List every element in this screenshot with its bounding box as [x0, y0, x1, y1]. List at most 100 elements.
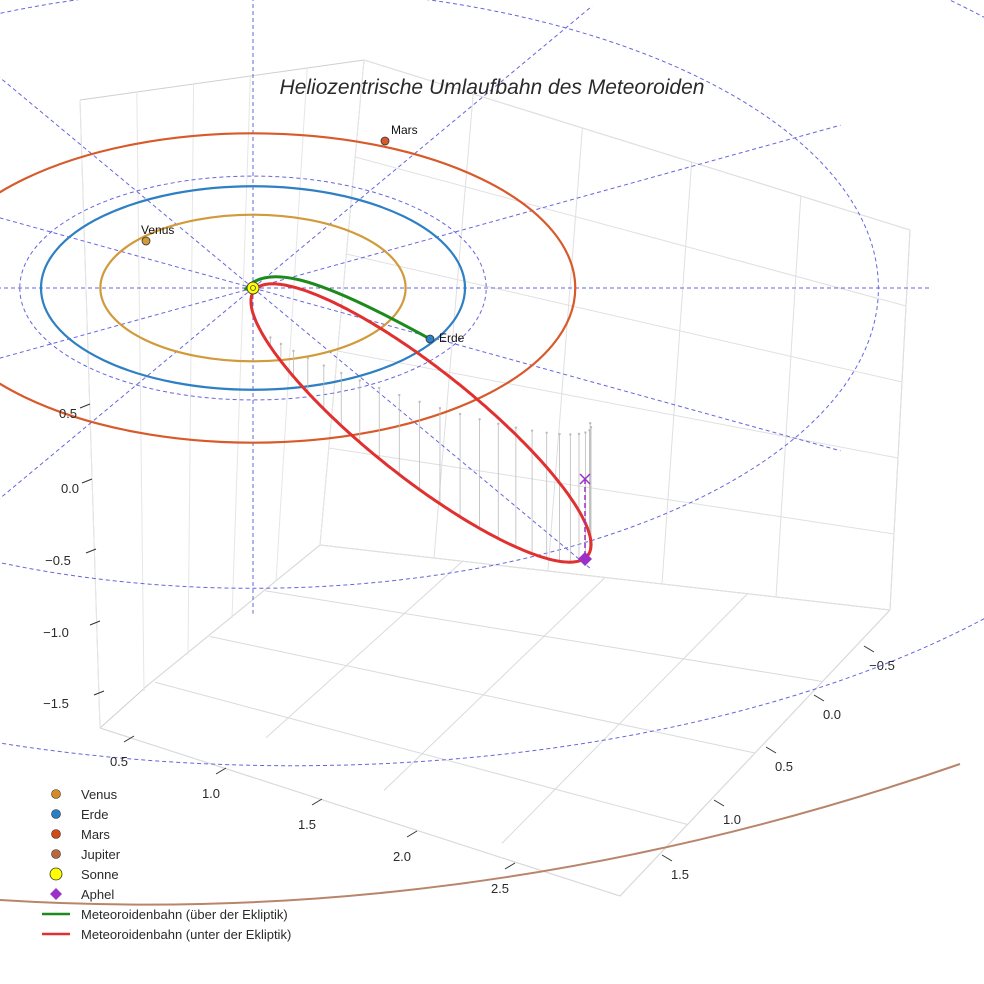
erde-orbit	[39, 185, 467, 391]
y-tick-label: 1.5	[671, 867, 689, 882]
wall-grid-line	[275, 67, 308, 582]
aphel-marker	[578, 552, 592, 566]
stem-dot	[530, 429, 534, 432]
floor-grid-line	[154, 681, 688, 825]
stem-dot	[588, 429, 591, 432]
ecliptic-ray	[252, 287, 841, 452]
x-tick-label: 1.5	[298, 817, 316, 832]
stem-dot	[269, 336, 272, 339]
legend-marker	[49, 867, 63, 881]
mars-marker	[380, 136, 390, 146]
y-tick-label: 0.5	[775, 759, 793, 774]
box-edge	[99, 684, 149, 729]
legend-marker	[50, 888, 62, 900]
stem-dot	[478, 418, 481, 421]
erde-label: Erde	[439, 331, 465, 345]
legend-label: Jupiter	[81, 847, 121, 862]
legend-label: Erde	[81, 807, 108, 822]
stem-dot	[306, 356, 310, 360]
stem-dot	[340, 371, 343, 375]
floor-grid-line	[147, 544, 321, 686]
planet-orbits	[0, 132, 961, 906]
z-tick-label: −1.5	[43, 696, 69, 711]
projection-stems	[269, 336, 593, 563]
y-tick-label: 0.0	[823, 707, 841, 722]
x-tick-mark	[215, 767, 227, 775]
stem-dot	[398, 393, 401, 397]
floor-grid-line	[501, 593, 748, 844]
ecliptic-ray	[252, 5, 593, 289]
wall-grid-line	[231, 75, 251, 619]
legend-label: Mars	[81, 827, 110, 842]
wall-grid-line	[319, 544, 891, 611]
legend-marker	[51, 849, 61, 859]
floor-grid-line	[209, 636, 756, 754]
ecliptic-ray	[0, 217, 254, 289]
legend-label: Meteoroidenbahn (unter der Ekliptik)	[81, 927, 291, 942]
legend-marker	[51, 829, 61, 839]
meteoroid-orbit-below	[249, 282, 593, 564]
meteoroid-orbit-above	[243, 275, 431, 341]
z-tick-label: 0.0	[61, 481, 79, 496]
wall-grid-line	[187, 83, 195, 655]
stem-dot	[438, 407, 442, 410]
y-tick-label: −0.5	[869, 658, 895, 673]
erde-marker	[425, 334, 435, 344]
markers: Venus Erde Mars	[141, 123, 592, 566]
floor-grid-line	[264, 590, 823, 682]
stem-dot	[279, 342, 283, 346]
z-tick-label: −0.5	[45, 553, 71, 568]
x-tick-label: 2.5	[491, 881, 509, 896]
x-tick-label: 2.0	[393, 849, 411, 864]
x-tick-mark	[123, 735, 135, 743]
stem-dot	[589, 425, 593, 429]
z-tick-mark	[93, 690, 105, 696]
stem-dot	[514, 426, 518, 429]
stem-dot	[292, 349, 295, 353]
wall-grid-line	[79, 99, 101, 729]
ecliptic-ray	[0, 287, 254, 359]
legend-label: Sonne	[81, 867, 119, 882]
wall-grid-line	[363, 59, 911, 231]
y-tick-mark	[863, 645, 875, 653]
wall-grid-line	[136, 91, 145, 692]
wall-grid-line	[661, 161, 693, 585]
sun-marker-center	[250, 285, 256, 291]
legend: Venus Erde Mars Jupiter Sonne Aphel Meteoroide…	[42, 787, 291, 942]
floor-grid-line	[383, 577, 606, 791]
stem-dot	[569, 433, 572, 436]
wall-grid-line	[547, 127, 583, 572]
venus-orbit	[99, 213, 407, 363]
stem-dot	[558, 432, 561, 436]
stem-dot	[378, 386, 381, 390]
stem-dot	[577, 432, 581, 436]
ecliptic-ray	[252, 287, 593, 571]
ecliptic-ring	[0, 0, 984, 767]
floor-grid-line	[619, 609, 891, 897]
floor-grid-line	[99, 727, 621, 897]
z-tick-mark	[79, 403, 91, 409]
mars-label: Mars	[391, 123, 418, 137]
ecliptic-grid	[0, 0, 984, 767]
y-tick-mark	[661, 854, 673, 862]
y-tick-label: 1.0	[723, 812, 741, 827]
ecliptic-ray	[0, 287, 254, 499]
stem-dot	[322, 364, 326, 367]
stem-dot	[497, 422, 500, 426]
legend-marker	[51, 789, 61, 799]
jupiter-orbit	[0, 763, 961, 906]
z-tick-label: −1.0	[43, 625, 69, 640]
stem-dot	[458, 412, 462, 416]
wall-grid-line	[355, 156, 907, 307]
x-tick-label: 0.5	[110, 754, 128, 769]
floor-grid-line	[265, 560, 463, 739]
chart-title: Heliozentrische Umlaufbahn des Meteoroid…	[280, 76, 705, 99]
x-tick-mark	[504, 862, 516, 870]
stem-dot	[584, 431, 587, 434]
wall-grid-line	[328, 447, 895, 535]
z-tick-label: 0.5	[59, 406, 77, 421]
wall-grid-line	[337, 350, 899, 459]
axis-ticks: 0.5 0.0 −0.5 −1.0 −1.5 0.5 1.0 1.5 2.0 2.5 −0.5 0.0…	[43, 403, 895, 896]
ecliptic-ring	[19, 175, 487, 401]
